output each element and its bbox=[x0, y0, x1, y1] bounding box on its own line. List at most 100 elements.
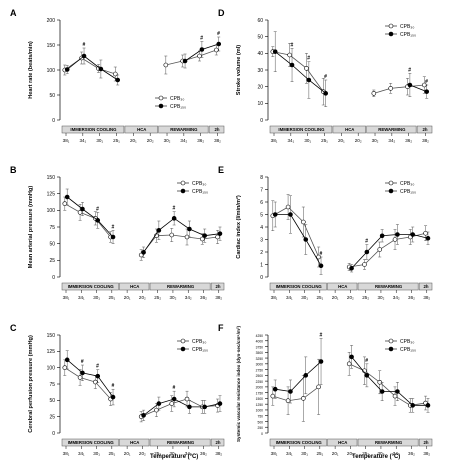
significance-mark: # bbox=[290, 42, 293, 48]
series-line bbox=[409, 84, 427, 93]
phase-label: HCA bbox=[338, 440, 347, 445]
data-point bbox=[364, 249, 370, 255]
phase-segment bbox=[149, 282, 211, 291]
phase-label: REWARMING bbox=[375, 440, 403, 445]
data-point bbox=[379, 233, 385, 239]
phase-label: 2h bbox=[424, 284, 429, 289]
y-tick-label: 40 bbox=[257, 51, 263, 57]
legend-label: CPB₃₀ bbox=[192, 339, 206, 345]
data-point bbox=[156, 228, 162, 233]
data-point bbox=[95, 373, 101, 379]
significance-mark: # bbox=[82, 42, 85, 48]
series-line bbox=[275, 214, 322, 266]
data-point bbox=[98, 66, 104, 72]
phase-label: HCA bbox=[137, 127, 146, 132]
x-tick-label: 25₂ bbox=[154, 451, 161, 456]
data-point bbox=[304, 66, 309, 71]
series-line bbox=[64, 203, 111, 238]
x-tick-label: 36₂ bbox=[408, 295, 415, 300]
x-tick-label: 34₂ bbox=[185, 295, 192, 300]
data-point bbox=[202, 404, 207, 410]
data-point bbox=[215, 234, 220, 240]
data-point bbox=[64, 357, 70, 363]
data-point bbox=[377, 247, 383, 252]
y-tick-label: 4250 bbox=[256, 334, 264, 338]
data-point bbox=[270, 393, 276, 399]
x-tick-label: 34₂ bbox=[180, 138, 187, 143]
data-point bbox=[306, 77, 312, 83]
x-tick-label: 38₁ bbox=[63, 451, 70, 456]
data-point bbox=[200, 236, 205, 242]
x-tick-label: 20₂ bbox=[147, 138, 154, 143]
y-tick-label: 750 bbox=[257, 415, 263, 419]
phase-segment bbox=[61, 282, 119, 291]
y-tick-label: 3750 bbox=[256, 345, 264, 349]
significance-mark: # bbox=[307, 56, 310, 62]
y-tick-label: 75 bbox=[49, 225, 55, 231]
y-tick-label: 0 bbox=[260, 275, 263, 281]
series-line bbox=[143, 217, 221, 253]
y-tick-label: 2000 bbox=[256, 386, 264, 390]
y-tick-label: 1750 bbox=[256, 391, 264, 395]
x-tick-label: 34₂ bbox=[393, 295, 400, 300]
legend-swatch-marker bbox=[158, 103, 164, 109]
series-cpb30 bbox=[270, 194, 428, 271]
phase-label: HCA bbox=[130, 440, 139, 445]
phase-segment bbox=[332, 125, 366, 134]
data-point bbox=[287, 52, 292, 58]
data-point bbox=[184, 396, 190, 402]
y-tick-label: 500 bbox=[257, 420, 263, 424]
x-tick-label: 25₁ bbox=[108, 295, 115, 300]
data-point bbox=[395, 389, 400, 394]
panel-D: D 0 10 20 30 40 50 60 Stroke volume (ml) IMMERSIO… bbox=[218, 8, 433, 143]
x-tick-label: 38₂ bbox=[214, 138, 221, 143]
x-tick-label: 38₂ bbox=[423, 295, 430, 300]
x-tick-label: 20₂ bbox=[139, 295, 146, 300]
x-tick-label: 25₁ bbox=[108, 451, 115, 456]
x-tick-label: 34₂ bbox=[185, 451, 192, 456]
y-tick-label: 50 bbox=[49, 398, 55, 404]
panel-letter: B bbox=[10, 165, 17, 175]
significance-mark: # bbox=[81, 359, 84, 365]
data-point bbox=[113, 71, 118, 77]
data-point bbox=[407, 82, 413, 88]
data-point bbox=[80, 206, 85, 212]
y-tick-label: 200 bbox=[47, 18, 56, 24]
x-tick-label: 20₁ bbox=[332, 451, 339, 456]
y-tick-label: 0 bbox=[52, 431, 55, 437]
y-axis-label: Stroke volume (ml) bbox=[236, 45, 242, 95]
data-point bbox=[371, 91, 377, 96]
y-tick-label: 4000 bbox=[256, 340, 264, 344]
phase-segment bbox=[418, 282, 433, 291]
y-tick-label: 50 bbox=[49, 241, 55, 247]
data-point bbox=[77, 210, 83, 215]
x-tick-label: 38₁ bbox=[63, 295, 70, 300]
legend-label: CPB₁₅₀ bbox=[400, 189, 416, 195]
phase-segment bbox=[269, 125, 333, 134]
data-point bbox=[349, 354, 354, 360]
panel-C: C 0 25 50 75 100 125 150 Cerebral perfusion pres… bbox=[10, 323, 225, 456]
x-tick-label: 38₂ bbox=[215, 295, 222, 300]
series-cpb150 bbox=[272, 338, 431, 413]
significance-mark: # bbox=[319, 332, 322, 338]
y-tick-label: 5 bbox=[260, 212, 263, 218]
data-point bbox=[425, 403, 431, 408]
y-tick-label: 50 bbox=[49, 93, 55, 99]
significance-mark: # bbox=[96, 364, 99, 370]
significance-mark: # bbox=[200, 36, 203, 42]
significance-mark: # bbox=[173, 385, 176, 391]
data-point bbox=[95, 218, 101, 223]
data-point bbox=[318, 359, 324, 364]
data-point bbox=[303, 237, 309, 242]
data-point bbox=[81, 53, 87, 59]
significance-mark: # bbox=[111, 383, 114, 389]
y-axis-label: Cardiac index (l/min/m²) bbox=[235, 195, 242, 259]
data-point bbox=[301, 219, 306, 225]
x-tick-label: 20₁ bbox=[332, 295, 339, 300]
series-line bbox=[275, 361, 322, 392]
y-tick-label: 10 bbox=[257, 101, 263, 107]
x-tick-label: 20₁ bbox=[124, 295, 131, 300]
panel-E: E 0 1 2 3 4 5 6 7 8 Cardiac index (l/min/m²) IMMERS… bbox=[218, 165, 433, 300]
x-tick-label: 38₁ bbox=[63, 138, 70, 143]
significance-mark: # bbox=[319, 251, 322, 257]
